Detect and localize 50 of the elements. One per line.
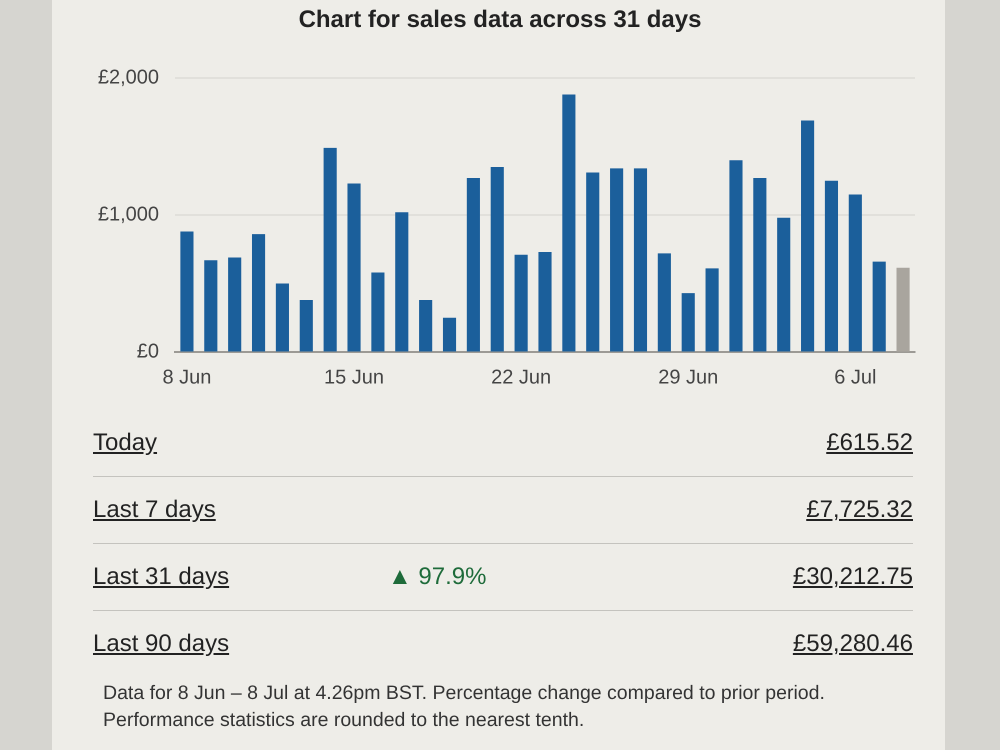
bar <box>180 231 194 352</box>
bar <box>276 284 289 352</box>
bar <box>682 293 695 352</box>
bar <box>634 168 648 352</box>
bar <box>801 120 814 352</box>
bar <box>204 260 218 352</box>
bar <box>228 257 242 352</box>
bar <box>562 94 576 352</box>
text: Data for 8 Jun – 8 Jul at 4.26pm BST. Percentage change compared to prior period. Performance statistics are rounded to the nearest tenth. <box>103 681 826 733</box>
bar <box>824 180 838 352</box>
text: Today <box>93 429 158 456</box>
bar <box>706 268 719 352</box>
text: £30,212.75 <box>792 563 913 590</box>
bar <box>300 300 313 352</box>
bar <box>729 160 743 352</box>
y-tick-label: £2,000 <box>98 66 159 89</box>
y-tick-label: £0 <box>136 340 159 363</box>
bar <box>466 178 480 352</box>
bar <box>252 234 266 352</box>
x-tick-label: 8 Jun <box>162 366 212 389</box>
bar <box>371 272 384 352</box>
bar <box>658 253 671 352</box>
x-tick-label: 6 Jul <box>834 366 876 389</box>
chart-title: Chart for sales data across 31 days <box>298 6 702 34</box>
bar <box>896 268 910 352</box>
bar <box>395 212 408 352</box>
text: Last 7 days <box>93 496 216 523</box>
bar <box>442 318 456 352</box>
bar <box>753 178 766 352</box>
bar <box>538 252 552 352</box>
bar <box>586 172 600 352</box>
bar <box>610 168 624 352</box>
bar <box>777 218 790 352</box>
text: £615.52 <box>826 429 913 456</box>
x-tick-label: 22 Jun <box>491 366 552 389</box>
text: £7,725.32 <box>806 496 913 523</box>
text: Last 90 days <box>93 630 230 657</box>
bar <box>490 167 504 352</box>
text: Last 31 days <box>93 563 230 590</box>
x-tick-label: 15 Jun <box>324 366 384 389</box>
bar <box>419 300 432 352</box>
bar <box>514 254 528 352</box>
text: £59,280.46 <box>792 630 913 657</box>
text: ▲ 97.9% <box>388 563 486 590</box>
x-tick-label: 29 Jun <box>658 366 718 389</box>
bar <box>872 262 886 352</box>
y-tick-label: £1,000 <box>98 204 159 226</box>
bar <box>848 194 862 352</box>
bar <box>324 148 337 352</box>
bar <box>347 183 361 352</box>
